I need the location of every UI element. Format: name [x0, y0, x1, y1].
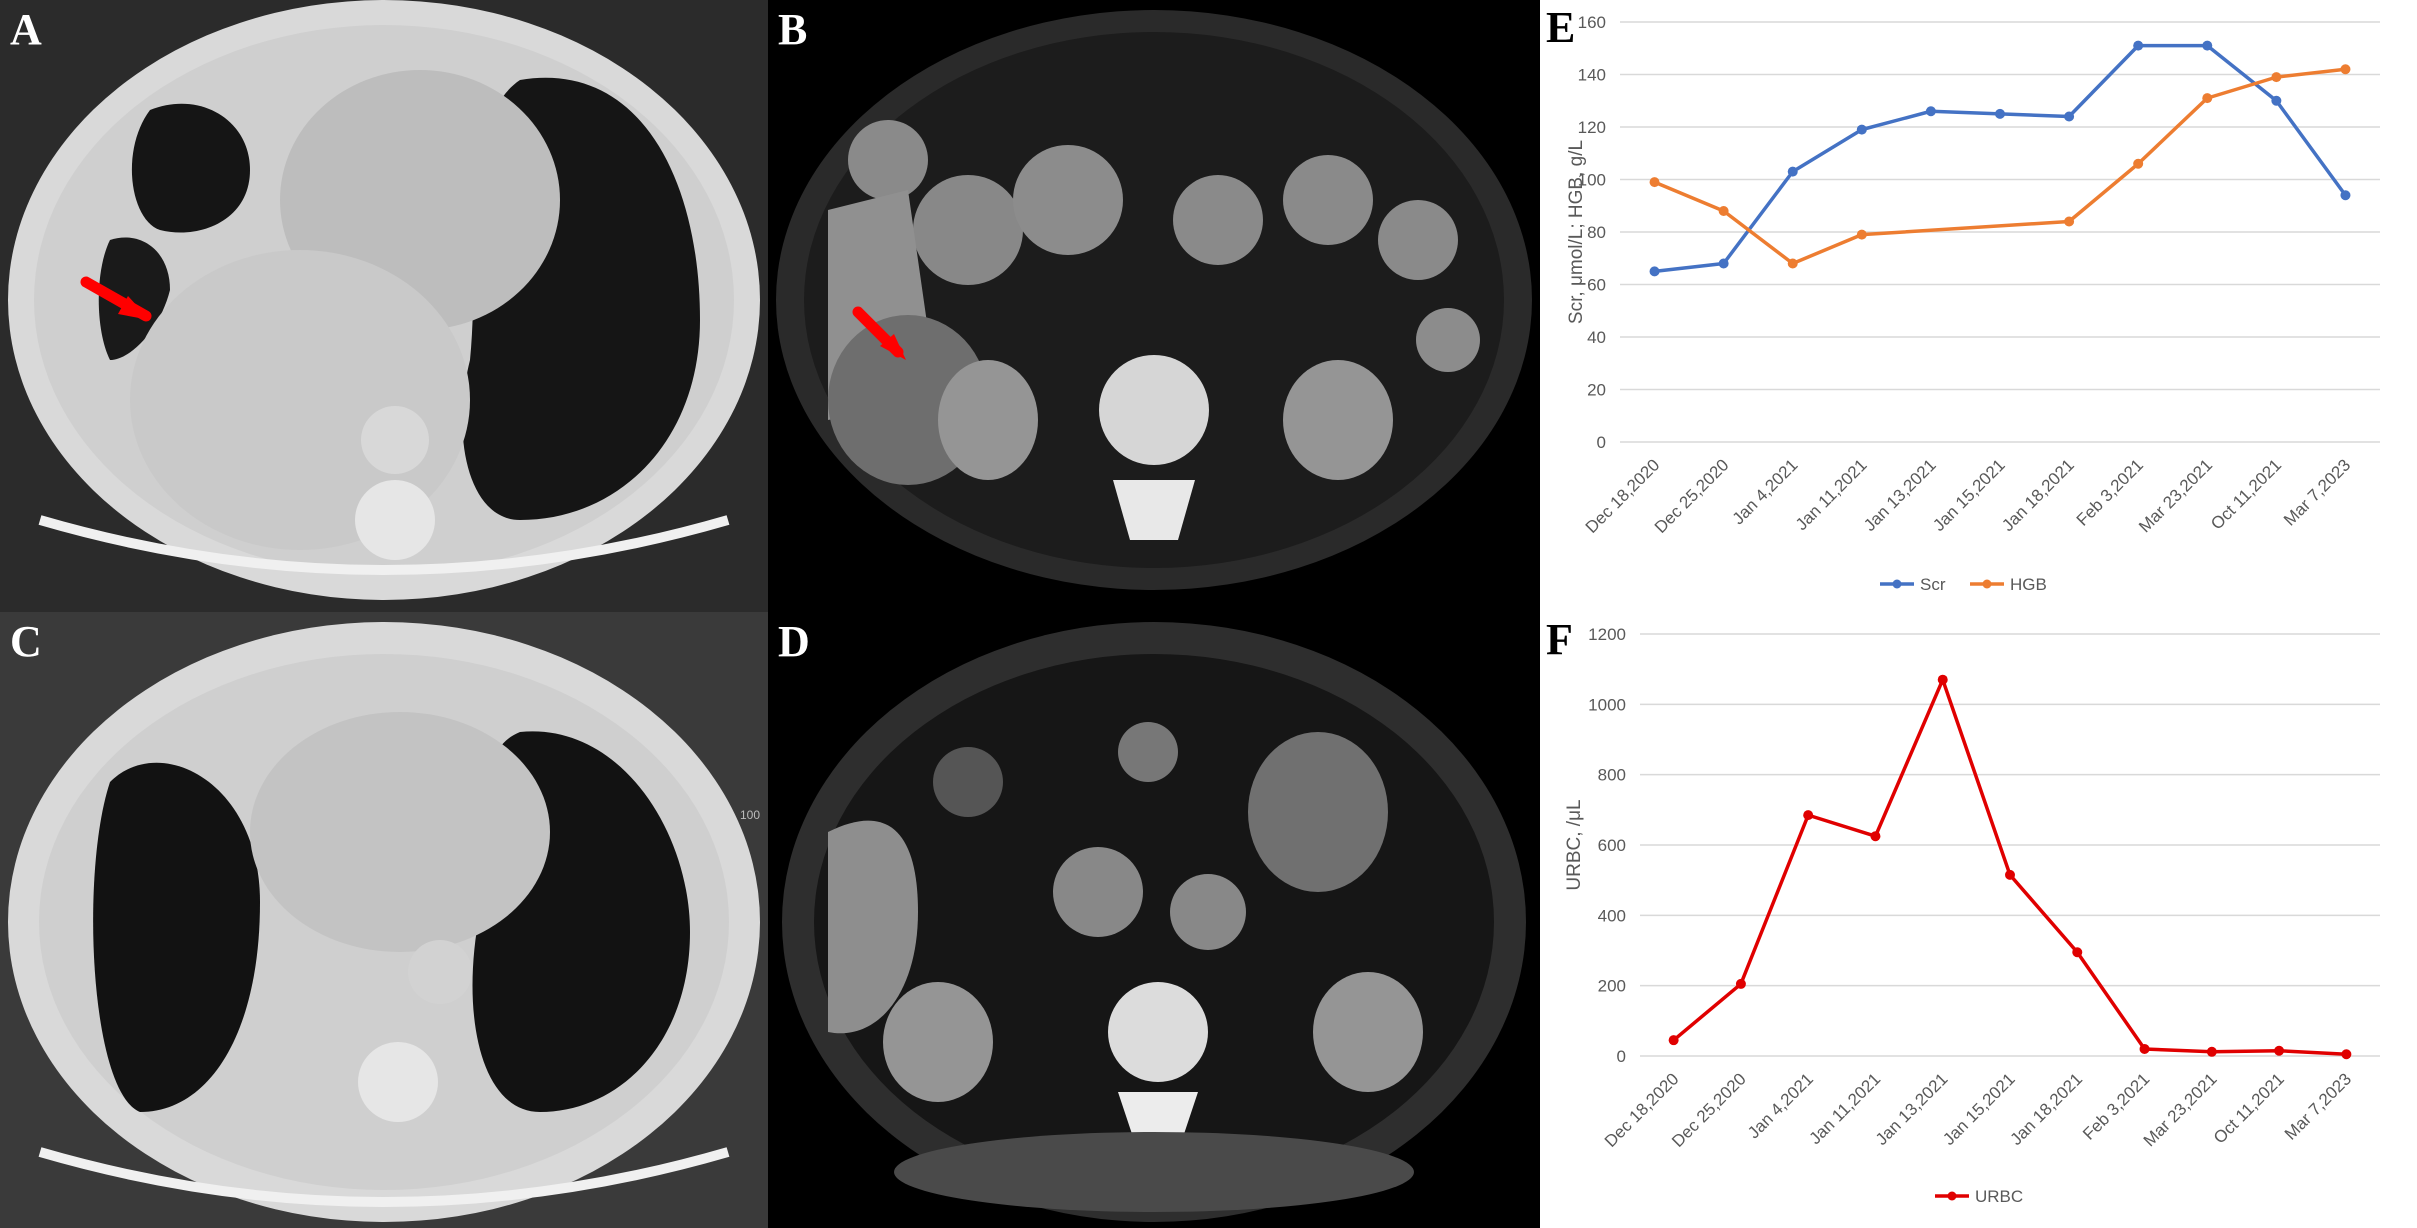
- data-point-scr: [2202, 40, 2213, 51]
- y-tick-label: 80: [1587, 223, 1606, 242]
- y-axis-label: URBC, /μL: [1564, 799, 1585, 890]
- y-tick-label: 1200: [1588, 625, 1626, 644]
- data-point-hgb: [1787, 258, 1798, 269]
- data-point-scr: [1718, 258, 1729, 269]
- ct-chest-lung-window-icon: [0, 0, 768, 612]
- panel-letter-d: D: [778, 617, 810, 666]
- legend-marker: [1947, 1191, 1957, 1201]
- data-point-urbc: [1803, 810, 1814, 821]
- panel-letter-b: B: [778, 5, 808, 54]
- y-tick-label: 800: [1598, 766, 1626, 785]
- ct-panel-c: C 100: [0, 612, 768, 1228]
- data-point-urbc: [1668, 1035, 1679, 1046]
- data-point-hgb: [1718, 206, 1729, 216]
- data-point-hgb: [2133, 158, 2144, 169]
- x-tick-label: Dec 25,2020: [1651, 455, 1733, 537]
- x-tick-label: Mar 7,2023: [2281, 1069, 2355, 1143]
- ct-panel-b: B: [768, 0, 1540, 612]
- data-point-scr: [1649, 266, 1660, 277]
- data-point-urbc: [1937, 674, 1948, 685]
- data-point-scr: [1995, 108, 2005, 119]
- x-tick-label: Jan 15,2021: [1929, 455, 2009, 535]
- y-tick-label: 140: [1578, 66, 1606, 85]
- y-tick-label: 40: [1587, 328, 1606, 347]
- data-point-scr: [1856, 124, 1867, 135]
- x-tick-label: Oct 11,2021: [2207, 455, 2285, 533]
- y-tick-label: 1000: [1588, 695, 1626, 714]
- x-tick-label: Feb 3,2021: [2079, 1069, 2153, 1143]
- data-point-scr: [1925, 106, 1936, 117]
- series-line-urbc: [1672, 677, 2347, 1056]
- data-point-hgb: [2064, 216, 2075, 227]
- y-tick-label: 160: [1578, 13, 1606, 32]
- y-tick-label: 120: [1578, 118, 1606, 137]
- data-point-hgb: [1649, 177, 1660, 188]
- x-tick-label: Mar 23,2021: [2135, 455, 2216, 536]
- x-tick-label: Oct 11,2021: [2210, 1069, 2288, 1147]
- panel-letter-c: C: [10, 617, 42, 666]
- data-point-urbc: [1735, 978, 1746, 989]
- ct-panel-d: D: [768, 612, 1540, 1228]
- y-tick-label: 0: [1597, 433, 1606, 452]
- x-tick-label: Jan 11,2021: [1792, 455, 1871, 534]
- y-axis-label: Scr, μmol/L; HGB, g/L: [1566, 140, 1587, 324]
- chart-panel-e: 0 20 40 60 80 100 120 140 160 Dec 18,2020 Dec 25,2…: [1540, 0, 2417, 612]
- legend-marker: [1982, 579, 1992, 589]
- y-tick-label: 0: [1617, 1047, 1626, 1066]
- ct-abdomen-icon: [768, 0, 1540, 612]
- data-point-hgb: [2271, 72, 2282, 83]
- data-point-hgb: [2340, 64, 2351, 75]
- data-point-urbc: [2341, 1049, 2352, 1060]
- data-point-scr: [2064, 111, 2075, 122]
- legend-marker: [1892, 579, 1902, 589]
- data-point-urbc: [2274, 1045, 2285, 1056]
- legend-label: URBC: [1975, 1187, 2023, 1206]
- ct-panel-a: A: [0, 0, 768, 612]
- data-point-scr: [2271, 95, 2282, 106]
- y-tick-label: 100: [1578, 171, 1606, 190]
- data-point-urbc: [2206, 1046, 2217, 1057]
- x-tick-label: Mar 7,2023: [2280, 455, 2354, 529]
- y-tick-label: 20: [1587, 381, 1606, 400]
- data-point-scr: [1787, 166, 1798, 177]
- x-tick-label: Jan 18,2021: [2006, 1069, 2086, 1149]
- y-tick-label: 400: [1598, 906, 1626, 925]
- y-tick-label: 60: [1587, 276, 1606, 295]
- data-point-urbc: [2005, 869, 2015, 880]
- x-tick-label: Jan 4,2021: [1744, 1069, 1817, 1142]
- panel-letter-a: A: [10, 5, 42, 54]
- x-tick-label: Jan 13,2021: [1860, 455, 1940, 535]
- data-point-scr: [2340, 190, 2351, 201]
- scan-side-number: 100: [740, 808, 761, 822]
- panel-letter-f: F: [1546, 615, 1573, 664]
- ct-chest-lung-window-icon: [0, 612, 768, 1228]
- y-tick-label: 200: [1598, 977, 1626, 996]
- ct-abdomen-icon: [768, 612, 1540, 1228]
- data-point-hgb: [1856, 229, 1867, 240]
- data-point-urbc: [2139, 1043, 2150, 1054]
- legend-label: HGB: [2010, 575, 2047, 594]
- data-point-hgb: [2202, 93, 2213, 104]
- panel-letter-e: E: [1546, 3, 1576, 52]
- series-line-hgb: [1653, 67, 2346, 266]
- data-point-urbc: [1870, 831, 1881, 842]
- chart-panel-f: 0 200 400 600 800 1000 1200 Dec 18,2020 Dec 25,2…: [1540, 612, 2417, 1228]
- x-tick-label: Jan 18,2021: [1998, 455, 2078, 535]
- y-tick-label: 600: [1598, 836, 1626, 855]
- legend-label: Scr: [1920, 575, 1946, 594]
- data-point-urbc: [2072, 947, 2083, 958]
- x-tick-label: Feb 3,2021: [2073, 455, 2147, 529]
- data-point-scr: [2133, 40, 2144, 51]
- x-tick-label: Jan 4,2021: [1729, 455, 1802, 528]
